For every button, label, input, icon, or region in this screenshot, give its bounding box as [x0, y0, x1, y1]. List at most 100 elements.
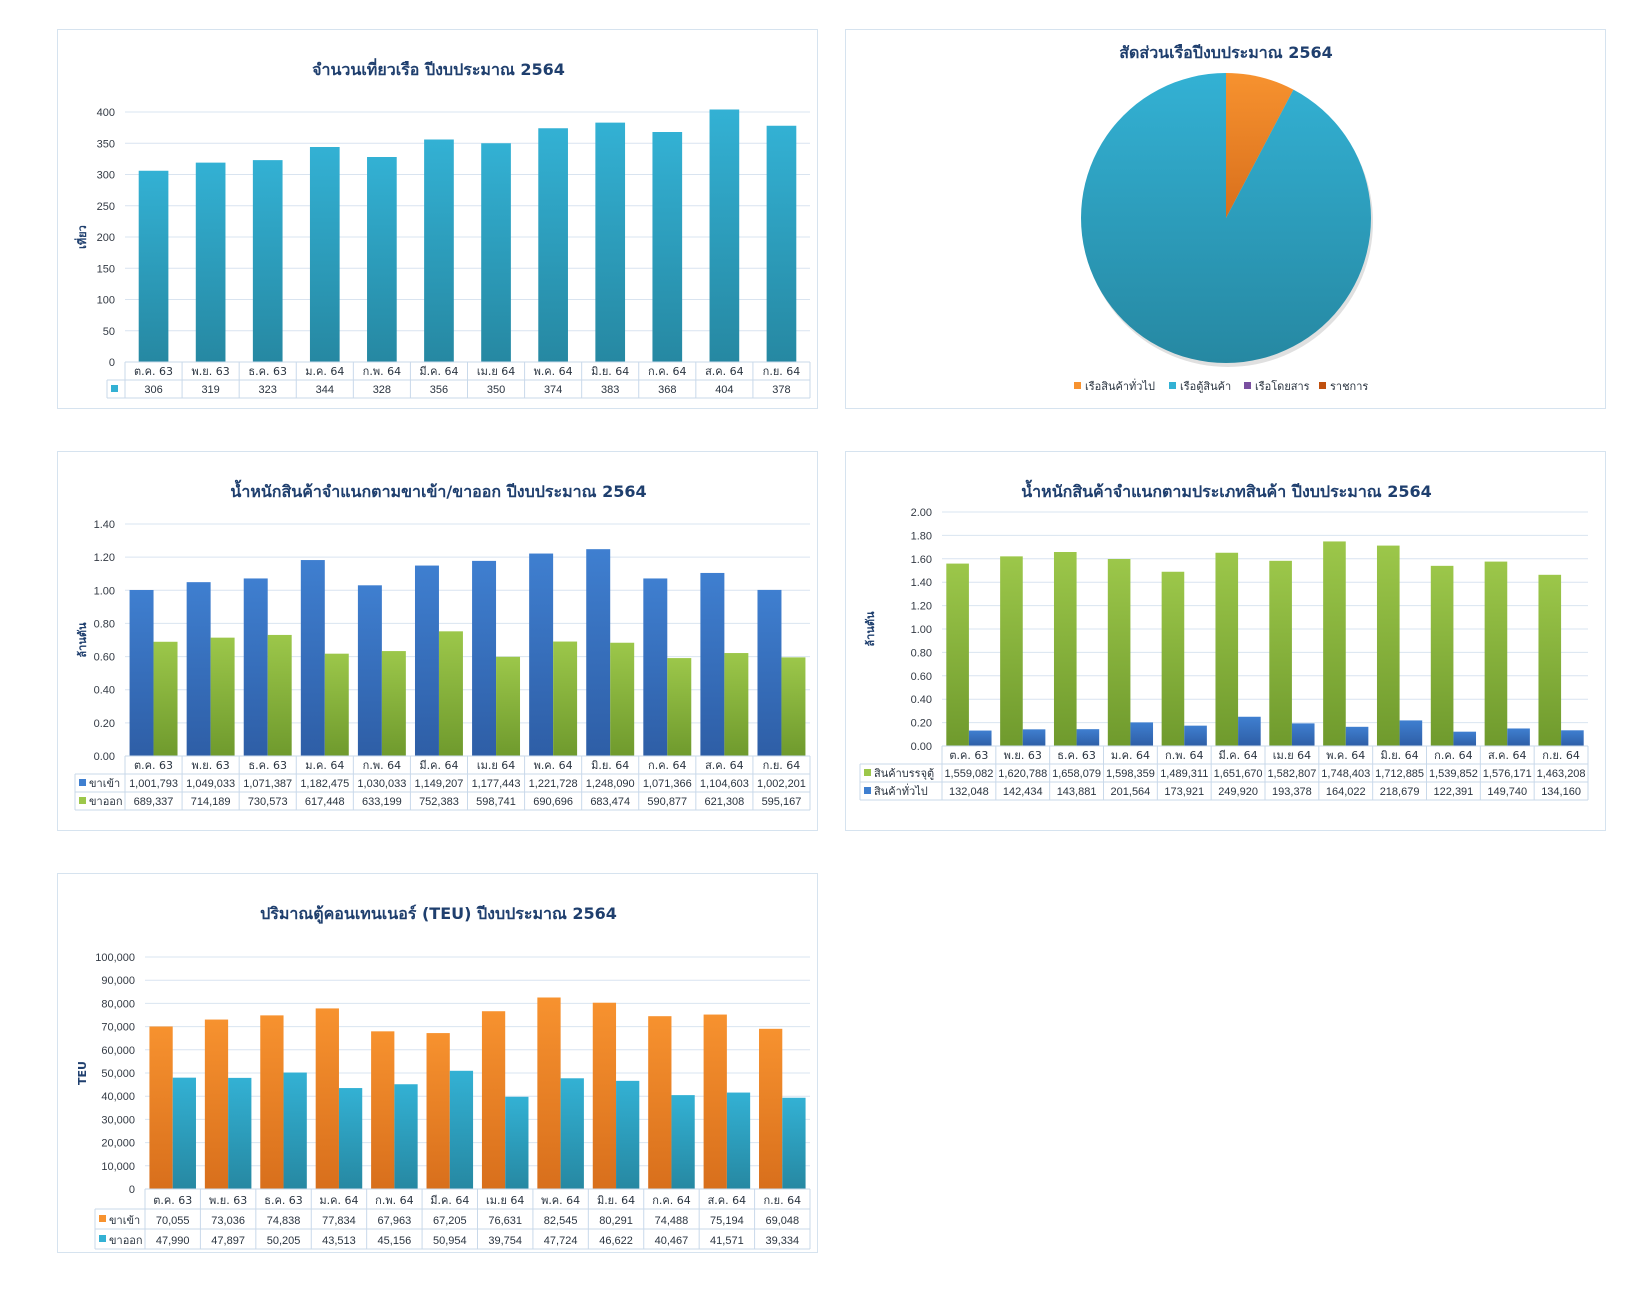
data-table-cell: 50,205 — [267, 1235, 301, 1247]
x-category-label: พ.ย. 63 — [1004, 749, 1042, 762]
bar — [553, 641, 578, 756]
bar — [726, 1092, 751, 1189]
data-table-cell: 1,001,793 — [129, 778, 178, 790]
x-category-label: ก.ค. 64 — [648, 759, 687, 772]
y-tick-label: 20,000 — [101, 1138, 135, 1150]
series-name: ขาเข้า — [109, 1214, 140, 1227]
y-tick-label: 1.40 — [94, 519, 115, 531]
data-table-cell: 50,954 — [433, 1235, 467, 1247]
bar — [1130, 722, 1154, 746]
legend-swatch — [1319, 382, 1326, 389]
x-category-label: ก.พ. 64 — [363, 365, 401, 378]
data-table-cell: 1,651,670 — [1214, 768, 1263, 780]
y-tick-label: 40,000 — [101, 1091, 135, 1103]
y-tick-label: 1.00 — [94, 585, 115, 597]
bar — [129, 589, 154, 756]
data-table-cell: 76,631 — [488, 1215, 522, 1227]
bar — [781, 657, 806, 756]
y-tick-label: 200 — [97, 232, 115, 244]
x-category-label: ต.ค. 63 — [134, 759, 173, 772]
data-table-cell: 143,881 — [1057, 786, 1097, 798]
y-tick-label: 0.80 — [94, 618, 115, 630]
panel-trips: จำนวนเที่ยวเรือ ปีงบประมาณ 2564 เที่ยว 0 50… — [57, 29, 818, 409]
series-name: ขาเข้า — [89, 777, 120, 790]
bar — [537, 997, 561, 1189]
bar — [228, 1077, 252, 1189]
bar — [1022, 729, 1046, 746]
legend-swatch — [1074, 382, 1081, 389]
pie-slice — [1226, 73, 1294, 218]
series-name: ขาออก — [89, 795, 123, 808]
bar — [315, 1008, 339, 1189]
data-table-cell: 249,920 — [1218, 786, 1258, 798]
y-tick-label: 1.00 — [911, 624, 932, 636]
data-table-cell: 142,434 — [1003, 786, 1043, 798]
y-tick-label: 100,000 — [95, 952, 135, 964]
y-tick-label: 0.20 — [94, 718, 115, 730]
x-category-label: ต.ค. 63 — [153, 1194, 192, 1207]
chart-title: จำนวนเที่ยวเรือ ปีงบประมาณ 2564 — [312, 58, 565, 79]
y-axis-label: TEU — [76, 1061, 89, 1085]
x-category-label: มี.ค. 64 — [430, 1194, 469, 1207]
bar — [283, 1072, 307, 1189]
data-table-cell: 1,177,443 — [472, 778, 521, 790]
y-axis-label: ล้านตัน — [76, 622, 89, 658]
bar — [595, 122, 626, 362]
legend-label: เรือสินค้าทั่วไป — [1085, 378, 1155, 393]
data-table-cell: 1,149,207 — [414, 778, 463, 790]
data-table-cell: 218,679 — [1380, 786, 1420, 798]
y-tick-label: 1.60 — [911, 554, 932, 566]
data-table-cell: 122,391 — [1434, 786, 1474, 798]
y-tick-label: 150 — [97, 263, 115, 275]
data-table-cell: 1,030,033 — [357, 778, 406, 790]
y-tick-label: 50 — [103, 326, 115, 338]
legend-swatch — [864, 769, 871, 776]
data-table-cell: 730,573 — [248, 796, 288, 808]
data-table-cell: 1,712,885 — [1375, 768, 1424, 780]
data-table-cell: 47,724 — [544, 1235, 578, 1247]
x-category-label: มิ.ย. 64 — [591, 365, 629, 378]
x-category-label: พ.ค. 64 — [534, 759, 573, 772]
bar — [195, 162, 226, 362]
data-table-cell: 621,308 — [704, 796, 744, 808]
data-table-cell: 368 — [658, 384, 676, 396]
data-table-cell: 1,576,171 — [1483, 768, 1532, 780]
x-category-label: ก.ย. 64 — [763, 759, 801, 772]
x-category-label: ก.ย. 64 — [763, 365, 801, 378]
legend-label: เรือโดยสาร — [1255, 379, 1310, 393]
bar — [438, 631, 463, 756]
x-category-label: ก.ย. 64 — [763, 1194, 801, 1207]
bar — [243, 578, 268, 756]
legend-swatch — [864, 787, 871, 794]
series-name: สินค้าทั่วไป — [874, 783, 928, 798]
chart-title: สัดส่วนเรือปีงบประมาณ 2564 — [1119, 43, 1332, 62]
data-table-cell: 67,963 — [378, 1215, 412, 1227]
data-table-cell: 149,740 — [1487, 786, 1527, 798]
data-table-cell: 82,545 — [544, 1215, 578, 1227]
data-table-cell: 67,205 — [433, 1215, 467, 1227]
data-table-cell: 173,921 — [1164, 786, 1204, 798]
data-table-cell: 41,571 — [710, 1235, 744, 1247]
x-category-label: มิ.ย. 64 — [1380, 749, 1418, 762]
x-category-label: ส.ค. 64 — [705, 365, 744, 378]
y-tick-label: 1.80 — [911, 530, 932, 542]
bar — [1453, 731, 1477, 746]
x-category-label: เม.ย 64 — [1273, 749, 1311, 762]
data-table-cell: 344 — [316, 384, 334, 396]
chart-title: ปริมาณตู้คอนเทนเนอร์ (TEU) ปีงบประมาณ 25… — [260, 904, 617, 925]
y-tick-label: 250 — [97, 201, 115, 213]
data-table-cell: 378 — [772, 384, 790, 396]
bar — [1076, 729, 1100, 746]
data-table-cell: 328 — [373, 384, 391, 396]
data-table-cell: 1,463,208 — [1537, 768, 1586, 780]
bar — [652, 132, 683, 362]
data-table-cell: 1,104,603 — [700, 778, 749, 790]
y-tick-label: 50,000 — [101, 1068, 135, 1080]
data-table-cell: 323 — [259, 384, 277, 396]
data-table-cell: 1,620,788 — [998, 768, 1047, 780]
data-table-cell: 39,754 — [488, 1235, 522, 1247]
data-table-cell: 1,582,807 — [1267, 768, 1316, 780]
bar — [703, 1014, 727, 1189]
x-category-label: ส.ค. 64 — [708, 1194, 747, 1207]
x-category-label: ม.ค. 64 — [319, 1194, 358, 1207]
